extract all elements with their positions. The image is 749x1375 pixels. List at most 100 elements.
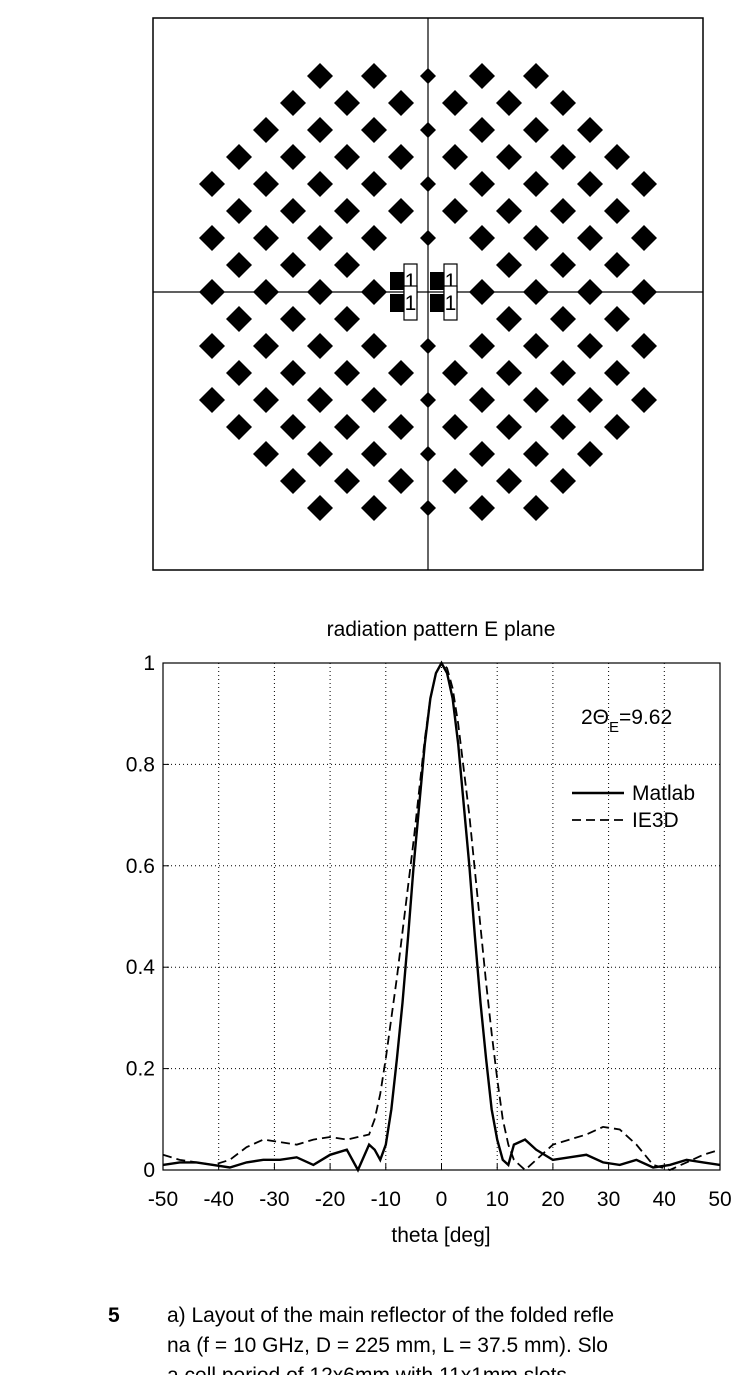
diamond (361, 225, 387, 251)
diamond (577, 117, 603, 143)
diamond (550, 360, 576, 386)
diamond (420, 338, 436, 354)
centre-square (430, 294, 444, 312)
x-tick-label: 50 (708, 1188, 731, 1211)
diamond (420, 230, 436, 246)
diamond (496, 414, 522, 440)
diamond (361, 63, 387, 89)
diamond (226, 306, 252, 332)
diamond (469, 63, 495, 89)
diamond (577, 441, 603, 467)
y-tick-label: 0.8 (126, 753, 155, 776)
diamond (469, 279, 495, 305)
caption-number: 5 (108, 1304, 120, 1327)
x-tick-label: 10 (486, 1188, 509, 1211)
y-tick-label: 0.2 (126, 1058, 155, 1081)
diamond (199, 387, 225, 413)
diamond (253, 117, 279, 143)
diamond (226, 144, 252, 170)
diamond (361, 495, 387, 521)
diamond (388, 90, 414, 116)
diamond (199, 171, 225, 197)
x-tick-label: -50 (148, 1188, 178, 1211)
diamond (307, 279, 333, 305)
chart-title: radiation pattern E plane (327, 618, 556, 641)
diamond (604, 252, 630, 278)
diamond (550, 306, 576, 332)
caption-line: na (f = 10 GHz, D = 225 mm, L = 37.5 mm)… (167, 1334, 608, 1357)
diamond (604, 360, 630, 386)
diamond (550, 468, 576, 494)
annotation-sub: E (609, 719, 619, 736)
centre-slot (403, 285, 418, 321)
diamond (496, 90, 522, 116)
centre-label: 1 (445, 270, 457, 293)
diamond (469, 171, 495, 197)
centre-slot (443, 285, 458, 321)
diamond (307, 171, 333, 197)
diamond (226, 198, 252, 224)
diamond (253, 387, 279, 413)
diamond (280, 198, 306, 224)
diamond (420, 392, 436, 408)
x-tick-label: 40 (653, 1188, 676, 1211)
diamond (361, 387, 387, 413)
diamond (631, 171, 657, 197)
diamond (334, 414, 360, 440)
diamond (307, 495, 333, 521)
diamond (496, 144, 522, 170)
diamond (442, 144, 468, 170)
diamond (523, 441, 549, 467)
diamond (280, 306, 306, 332)
diamond (420, 446, 436, 462)
diamond (577, 225, 603, 251)
diamond (307, 225, 333, 251)
diamond (388, 360, 414, 386)
diamond (361, 441, 387, 467)
diamond (334, 360, 360, 386)
centre-label: 1 (405, 292, 417, 315)
diamond (604, 414, 630, 440)
diamond (199, 225, 225, 251)
annotation-text: 2Θ (581, 706, 609, 729)
diamond (523, 387, 549, 413)
diamond (420, 500, 436, 516)
diamond (280, 468, 306, 494)
diamond (388, 144, 414, 170)
x-tick-label: -10 (371, 1188, 401, 1211)
diamond (334, 198, 360, 224)
y-tick-label: 1 (143, 652, 155, 675)
diamond (199, 333, 225, 359)
diamond (280, 360, 306, 386)
diamond (577, 333, 603, 359)
diamond (307, 63, 333, 89)
y-tick-label: 0.6 (126, 855, 155, 878)
diamond (307, 333, 333, 359)
diamond (631, 333, 657, 359)
diamond (469, 117, 495, 143)
diamond (523, 279, 549, 305)
diamond (469, 333, 495, 359)
diamond (550, 90, 576, 116)
caption-line: a) Layout of the main reflector of the f… (167, 1304, 614, 1327)
diamond (280, 144, 306, 170)
y-tick-label: 0.4 (126, 956, 156, 979)
x-tick-label: 0 (436, 1188, 448, 1211)
diamond (307, 387, 333, 413)
diamond (280, 414, 306, 440)
x-tick-label: -20 (315, 1188, 345, 1211)
x-tick-label: -40 (204, 1188, 234, 1211)
diamond (496, 360, 522, 386)
annotation-text: =9.62 (619, 706, 672, 729)
diamond (253, 333, 279, 359)
centre-cells: 1 11 1 (390, 263, 458, 321)
diamond (253, 441, 279, 467)
diamond (523, 171, 549, 197)
diamond (420, 176, 436, 192)
diamond (631, 225, 657, 251)
diamond (469, 387, 495, 413)
diamond (604, 306, 630, 332)
diamond (307, 441, 333, 467)
diamond (334, 468, 360, 494)
